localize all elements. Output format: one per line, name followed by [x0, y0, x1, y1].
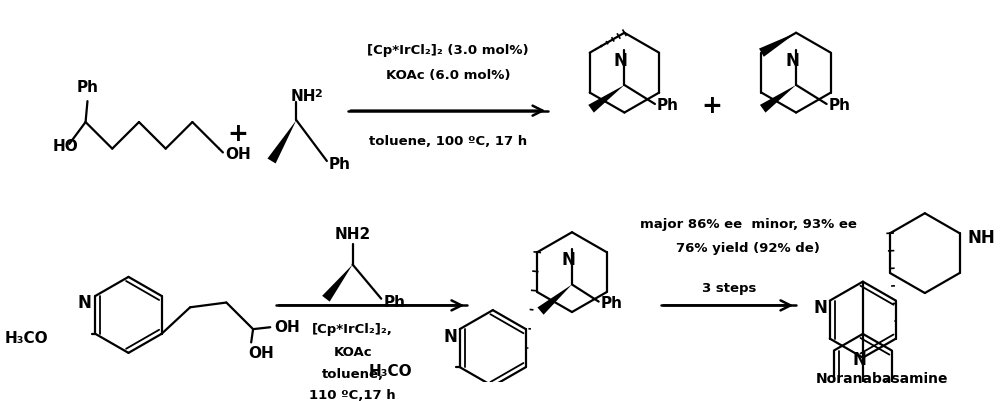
- Text: 2: 2: [314, 89, 322, 99]
- Text: N: N: [443, 328, 457, 346]
- Polygon shape: [267, 120, 296, 164]
- Text: Ph: Ph: [383, 295, 405, 310]
- Text: N: N: [614, 52, 628, 70]
- Text: Ph: Ph: [329, 157, 351, 172]
- Text: KOAc: KOAc: [333, 346, 372, 359]
- Text: KOAc (6.0 mol%): KOAc (6.0 mol%): [386, 69, 510, 82]
- Text: [Cp*IrCl₂]₂ (3.0 mol%): [Cp*IrCl₂]₂ (3.0 mol%): [367, 44, 529, 57]
- Text: +: +: [228, 122, 249, 146]
- Text: N: N: [852, 351, 866, 369]
- Text: Ph: Ph: [829, 98, 851, 113]
- Text: OH: OH: [225, 147, 251, 162]
- Text: Ph: Ph: [76, 81, 98, 95]
- Text: N: N: [561, 251, 575, 269]
- Polygon shape: [760, 85, 796, 113]
- Text: OH: OH: [248, 346, 274, 361]
- Text: H₃CO: H₃CO: [4, 331, 48, 346]
- Text: 110 ºC,17 h: 110 ºC,17 h: [309, 389, 396, 401]
- Polygon shape: [537, 284, 572, 315]
- Text: toluene, 100 ºC, 17 h: toluene, 100 ºC, 17 h: [369, 136, 527, 148]
- Polygon shape: [322, 265, 353, 302]
- Text: NH: NH: [967, 229, 995, 247]
- Text: Noranabasamine: Noranabasamine: [816, 373, 948, 387]
- Text: +: +: [702, 94, 723, 118]
- Text: H₃CO: H₃CO: [368, 365, 412, 379]
- Text: N: N: [785, 52, 799, 70]
- Text: Ph: Ph: [601, 296, 623, 311]
- Text: N: N: [77, 294, 91, 312]
- Text: major 86% ee  minor, 93% ee: major 86% ee minor, 93% ee: [640, 218, 857, 231]
- Text: OH: OH: [274, 320, 300, 335]
- Text: HO: HO: [52, 139, 78, 154]
- Text: 76% yield (92% de): 76% yield (92% de): [676, 242, 820, 255]
- Text: [Cp*IrCl₂]₂,: [Cp*IrCl₂]₂,: [312, 323, 393, 336]
- Text: 3 steps: 3 steps: [702, 282, 757, 295]
- Text: NH: NH: [291, 89, 316, 104]
- Text: NH2: NH2: [334, 227, 371, 242]
- Text: toluene,: toluene,: [322, 368, 384, 381]
- Polygon shape: [588, 85, 624, 113]
- Polygon shape: [759, 33, 796, 57]
- Text: N: N: [813, 299, 827, 317]
- Text: Ph: Ph: [657, 98, 679, 113]
